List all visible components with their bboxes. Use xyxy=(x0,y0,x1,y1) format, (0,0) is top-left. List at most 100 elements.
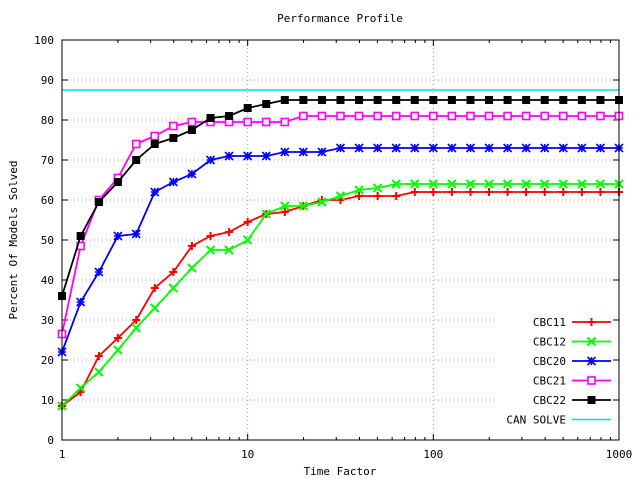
y-tick-label: 40 xyxy=(41,274,54,287)
legend-entry: CBC22 xyxy=(533,394,611,407)
data-point xyxy=(94,198,103,206)
data-point xyxy=(587,396,596,404)
data-point xyxy=(577,188,586,196)
data-point xyxy=(484,111,494,121)
data-point xyxy=(595,143,605,153)
data-point xyxy=(595,179,606,189)
data-point xyxy=(317,147,327,157)
data-point xyxy=(206,114,215,122)
data-point xyxy=(596,188,605,196)
data-point xyxy=(586,336,597,347)
data-point xyxy=(242,235,253,245)
data-point xyxy=(243,117,252,127)
y-tick-label: 10 xyxy=(41,394,54,407)
data-point xyxy=(150,303,160,313)
y-tick-label: 70 xyxy=(41,154,54,167)
legend-label: CBC21 xyxy=(533,375,566,388)
series-line xyxy=(61,183,619,407)
legend-entry: CAN SOLVE xyxy=(506,414,611,427)
data-point xyxy=(261,209,271,219)
data-point xyxy=(429,96,438,104)
data-point xyxy=(429,111,438,121)
x-tick-label: 1000 xyxy=(606,448,633,461)
data-point xyxy=(168,283,179,293)
legend-entry: CBC20 xyxy=(533,355,611,368)
data-point xyxy=(392,192,401,200)
data-point xyxy=(587,318,596,326)
data-point xyxy=(280,201,290,211)
data-point xyxy=(410,143,420,153)
series-cbc22 xyxy=(58,96,623,300)
data-point xyxy=(596,111,605,121)
legend-label: CBC20 xyxy=(533,355,566,368)
data-point xyxy=(485,96,494,104)
data-point xyxy=(373,192,382,200)
plot-frame xyxy=(61,39,620,441)
data-point xyxy=(205,245,216,255)
legend-label: CAN SOLVE xyxy=(506,414,566,427)
data-point xyxy=(503,96,512,104)
y-tick-label: 0 xyxy=(47,434,54,447)
series-cbc12 xyxy=(57,179,624,411)
data-point xyxy=(354,111,364,121)
data-point xyxy=(76,297,86,307)
data-point xyxy=(94,267,104,277)
data-point xyxy=(540,188,549,196)
y-axis-label: Percent Of Models Solved xyxy=(7,161,20,320)
data-point xyxy=(280,96,289,104)
data-point xyxy=(540,143,550,153)
data-point xyxy=(465,179,476,189)
data-point xyxy=(354,185,364,195)
data-point xyxy=(465,143,476,153)
data-point xyxy=(94,352,103,360)
legend-entry: CBC12 xyxy=(533,336,611,349)
data-point xyxy=(261,117,271,127)
data-point xyxy=(485,188,494,196)
data-point xyxy=(410,96,419,104)
data-point xyxy=(317,96,326,104)
data-point xyxy=(206,232,215,240)
data-point xyxy=(558,143,568,153)
data-point xyxy=(131,139,141,149)
legend-label: CBC22 xyxy=(533,394,566,407)
data-point xyxy=(262,100,271,108)
data-point xyxy=(76,232,85,240)
data-point xyxy=(558,179,569,189)
x-axis-label: Time Factor xyxy=(304,465,377,478)
data-point xyxy=(559,111,568,121)
data-point xyxy=(392,96,401,104)
data-point xyxy=(94,367,104,377)
data-point xyxy=(261,151,271,161)
data-point xyxy=(391,111,401,121)
data-point xyxy=(540,96,549,104)
data-point xyxy=(586,356,597,366)
data-point xyxy=(113,345,123,355)
y-tick-label: 60 xyxy=(41,194,54,207)
data-point xyxy=(298,147,308,157)
data-point xyxy=(522,96,531,104)
y-tick-label: 100 xyxy=(34,34,54,47)
data-point xyxy=(169,121,178,131)
data-point xyxy=(280,117,290,127)
data-point xyxy=(225,112,234,120)
data-point xyxy=(447,188,456,196)
data-point xyxy=(466,96,475,104)
data-point xyxy=(243,151,253,161)
data-point xyxy=(317,111,327,121)
data-point xyxy=(75,383,86,393)
data-point xyxy=(447,96,456,104)
data-point xyxy=(168,177,178,187)
data-point xyxy=(132,316,141,324)
data-point xyxy=(150,187,160,197)
data-point xyxy=(354,143,364,153)
data-point xyxy=(466,111,475,121)
data-point xyxy=(224,151,234,161)
data-point xyxy=(372,183,383,193)
data-point xyxy=(187,169,197,179)
data-point xyxy=(503,143,513,153)
data-point xyxy=(559,96,568,104)
data-point xyxy=(299,111,308,121)
data-point xyxy=(428,143,438,153)
